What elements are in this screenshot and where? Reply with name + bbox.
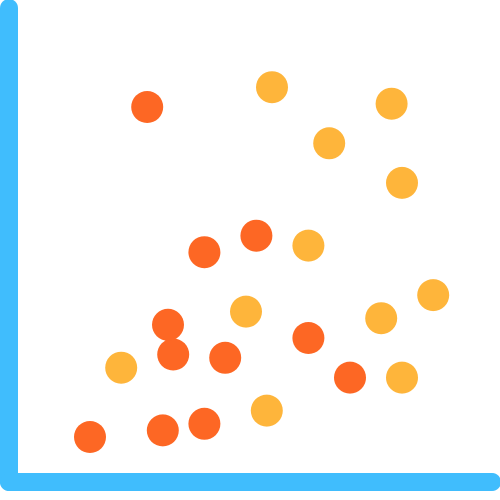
data-point-2-2: [230, 295, 262, 328]
data-point-2-11: [386, 361, 418, 394]
data-point-1-4: [157, 338, 190, 371]
data-point-1-9: [292, 322, 325, 354]
data-point-2-10: [375, 87, 408, 120]
data-point-2-5: [365, 302, 398, 335]
data-point-2-7: [417, 279, 450, 312]
data-point-1-11: [131, 91, 164, 123]
data-point-1-7: [188, 236, 221, 269]
data-point-2-8: [313, 127, 346, 160]
data-points: [74, 71, 450, 453]
data-point-2-9: [256, 71, 288, 104]
data-point-1-5: [209, 341, 242, 374]
data-point-2-3: [250, 394, 283, 427]
data-point-1-8: [240, 219, 273, 252]
data-point-1-2: [146, 414, 179, 447]
data-point-1-1: [74, 421, 106, 453]
data-point-1-10: [334, 361, 366, 394]
data-point-1-3: [188, 407, 221, 440]
data-point-2-1: [105, 351, 138, 384]
data-point-2-4: [292, 229, 325, 262]
data-point-1-6: [152, 308, 184, 341]
data-point-2-6: [386, 166, 418, 199]
